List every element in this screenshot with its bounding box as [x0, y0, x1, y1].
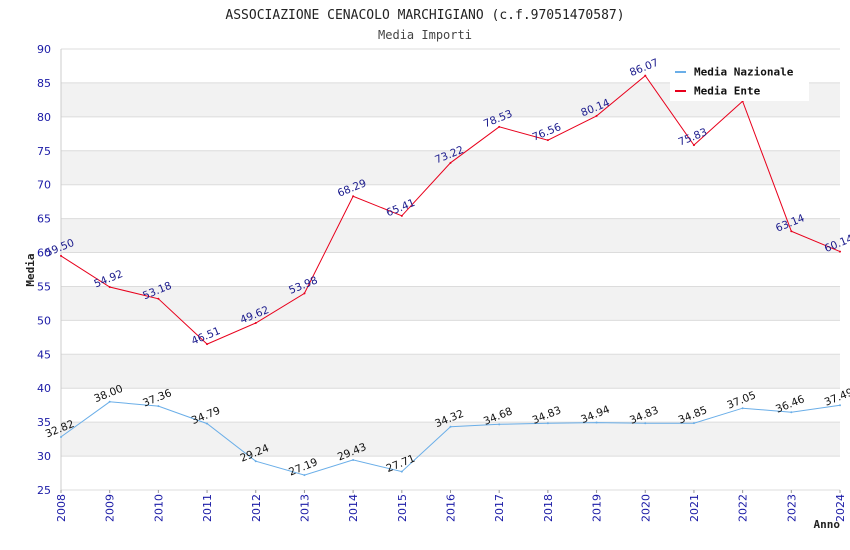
- data-point: [352, 195, 355, 198]
- series-lines: [60, 74, 841, 477]
- x-tick-label: 2018: [542, 494, 555, 522]
- data-point: [108, 400, 111, 403]
- y-axis-ticks: 25 30 35 40 45 50 55 60 65 70 75 80 85 90: [37, 43, 51, 497]
- y-tick-label: 65: [37, 213, 51, 226]
- y-tick-label: 55: [37, 280, 51, 293]
- x-tick-label: 2014: [347, 494, 360, 522]
- data-point: [400, 470, 403, 473]
- legend: Media Nazionale Media Ente: [670, 60, 809, 101]
- x-tick-label: 2022: [737, 494, 750, 522]
- x-tick-label: 2011: [201, 494, 214, 522]
- x-axis-ticks: 2008 2009 2010 2011 2012 2013 2014 2015 2016 2017…: [55, 490, 847, 522]
- y-tick-label: 40: [37, 382, 51, 395]
- y-tick-label: 90: [37, 43, 51, 56]
- data-point: [157, 297, 160, 300]
- x-tick-label: 2010: [152, 494, 165, 522]
- data-point: [790, 230, 793, 233]
- y-tick-label: 25: [37, 484, 51, 497]
- y-axis-title: Media: [24, 253, 37, 286]
- data-point: [449, 425, 452, 428]
- data-point: [644, 422, 647, 425]
- data-point: [352, 458, 355, 461]
- x-tick-label: 2008: [55, 494, 68, 522]
- data-point: [498, 423, 501, 426]
- data-point: [303, 474, 306, 477]
- y-tick-label: 80: [37, 111, 51, 124]
- y-tick-label: 70: [37, 179, 51, 192]
- x-tick-label: 2015: [396, 494, 409, 522]
- grid-band: [61, 184, 840, 219]
- data-point: [839, 250, 841, 253]
- x-tick-label: 2020: [639, 494, 652, 522]
- x-tick-label: 2016: [445, 494, 458, 522]
- data-point: [60, 435, 62, 438]
- data-point: [157, 405, 160, 408]
- x-tick-label: 2021: [688, 494, 701, 522]
- y-tick-label: 45: [37, 348, 51, 361]
- data-point: [595, 114, 598, 117]
- grid-band: [61, 218, 840, 253]
- grid-band: [61, 354, 840, 389]
- data-point: [206, 422, 209, 425]
- legend-label: Media Nazionale: [694, 66, 794, 79]
- data-point: [60, 254, 62, 257]
- x-tick-label: 2013: [298, 494, 311, 522]
- x-tick-label: 2017: [493, 494, 506, 522]
- data-point: [400, 214, 403, 217]
- data-point: [108, 286, 111, 289]
- data-point: [254, 460, 257, 463]
- grid-band: [61, 320, 840, 355]
- data-point: [303, 292, 306, 295]
- data-point: [449, 161, 452, 164]
- x-tick-label: 2009: [104, 494, 117, 522]
- data-point: [206, 343, 209, 346]
- data-point: [644, 74, 647, 77]
- data-point: [741, 407, 744, 410]
- data-point: [839, 404, 841, 407]
- x-axis-title: Anno: [814, 518, 841, 531]
- grid-band: [61, 116, 840, 151]
- y-tick-label: 60: [37, 247, 51, 260]
- data-point: [546, 422, 549, 425]
- data-point: [790, 411, 793, 414]
- chart-title: ASSOCIAZIONE CENACOLO MARCHIGIANO (c.f.9…: [225, 8, 624, 23]
- data-point: [546, 139, 549, 142]
- chart-subtitle: Media Importi: [378, 28, 472, 42]
- x-tick-label: 2024: [834, 494, 847, 522]
- y-tick-label: 50: [37, 314, 51, 327]
- data-point: [595, 421, 598, 424]
- x-tick-label: 2023: [785, 494, 798, 522]
- grid-band: [61, 286, 840, 321]
- y-tick-label: 30: [37, 450, 51, 463]
- x-tick-label: 2012: [250, 494, 263, 522]
- y-tick-label: 85: [37, 77, 51, 90]
- grid-band: [61, 388, 840, 423]
- data-point: [498, 125, 501, 128]
- x-tick-label: 2019: [591, 494, 604, 522]
- y-tick-label: 35: [37, 416, 51, 429]
- data-point: [692, 144, 695, 147]
- legend-label: Media Ente: [694, 85, 761, 98]
- legend-box: [670, 60, 809, 101]
- grid-band: [61, 252, 840, 287]
- grid-band: [61, 456, 840, 490]
- data-point: [692, 422, 695, 425]
- grid-band: [61, 422, 840, 457]
- data-point: [254, 321, 257, 324]
- y-tick-label: 75: [37, 145, 51, 158]
- grid-band: [61, 150, 840, 185]
